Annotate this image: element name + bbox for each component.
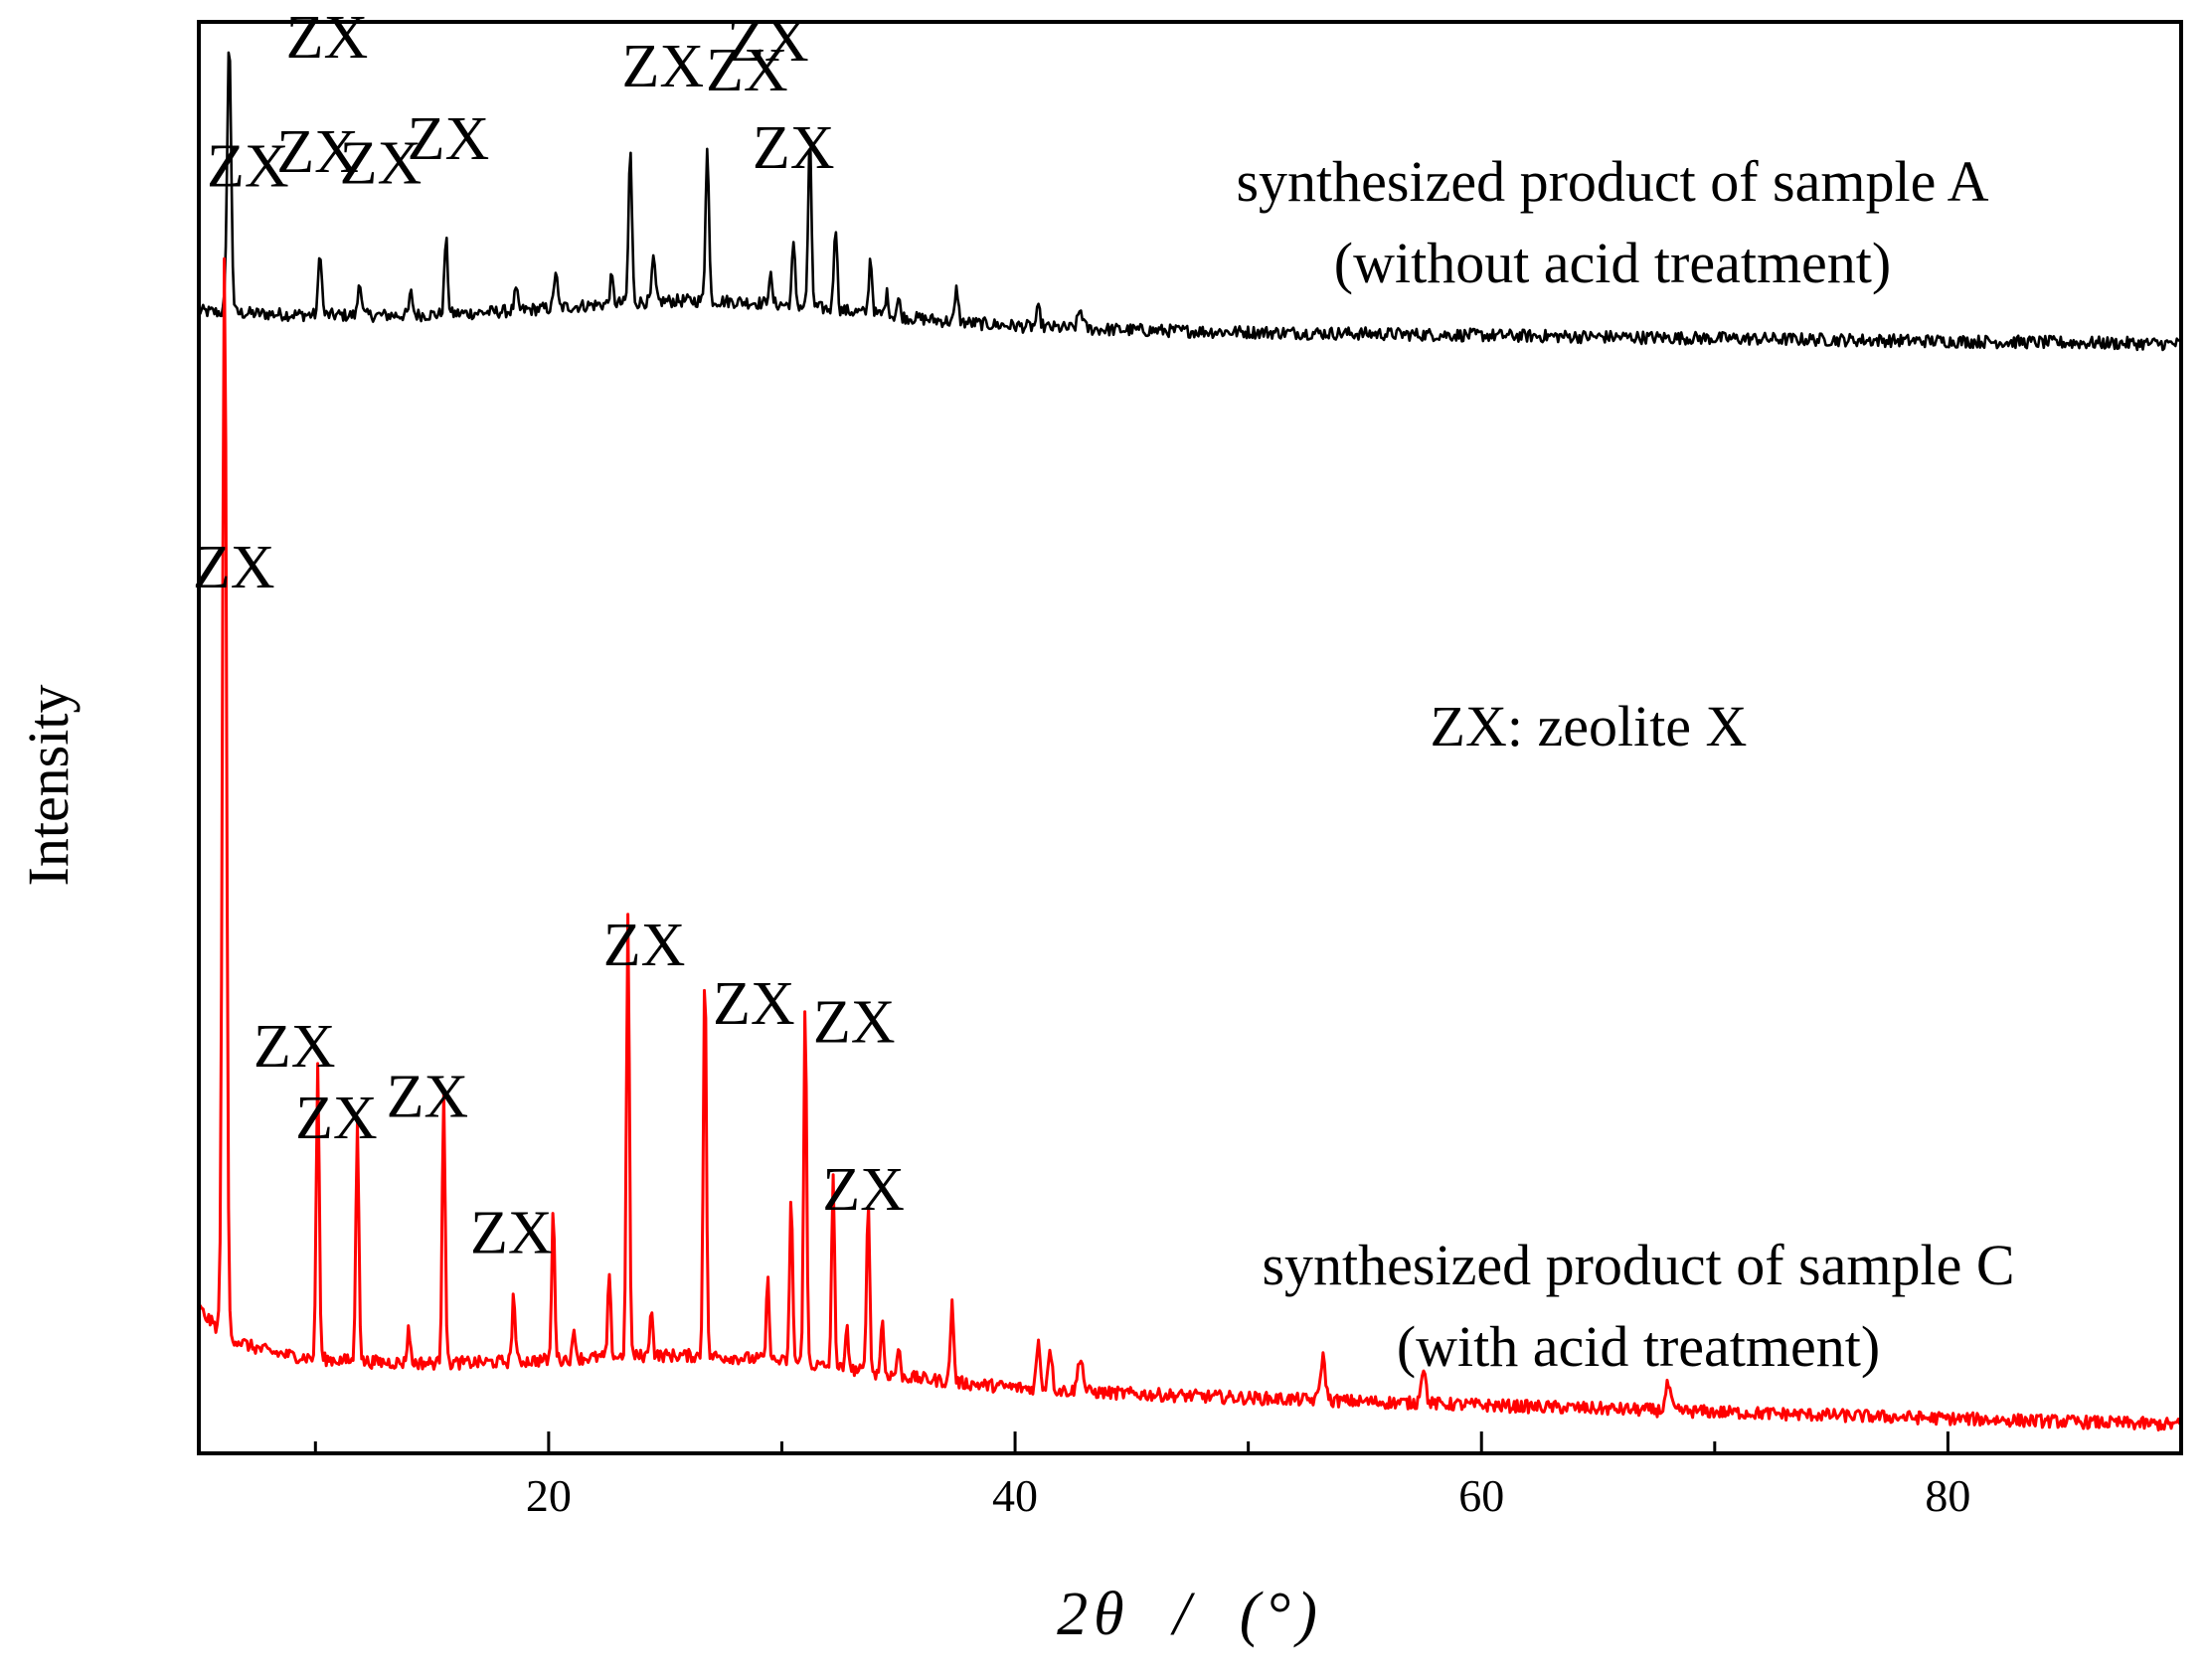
plot-frame <box>197 20 2183 1455</box>
x-tick-label: 60 <box>1458 1470 1504 1521</box>
peak-label-zx: ZX <box>822 1156 905 1224</box>
peak-label-zx: ZX <box>603 912 686 979</box>
series-sample-a-line <box>197 51 2182 352</box>
series-c-label-line2: (with acid treatment) <box>1397 1314 1880 1379</box>
peak-label-zx: ZX <box>193 534 275 601</box>
x-axis-title: 2θ / (°) <box>1057 1581 1323 1648</box>
series-layer <box>197 51 2183 1431</box>
series-a-label-line2: (without acid treatment) <box>1334 231 1891 295</box>
tick-layer: 20 40 60 80 <box>313 1431 1970 1521</box>
x-tick-label: 40 <box>992 1470 1038 1521</box>
peak-label-zx: ZX <box>295 1085 378 1152</box>
peak-label-zx: ZX <box>753 114 835 182</box>
peak-label-zx: ZX <box>340 130 423 198</box>
peak-label-zx: ZX <box>408 105 490 173</box>
peak-label-zx: ZX <box>276 118 359 186</box>
series-sample-c-line <box>197 256 2183 1431</box>
axes-layer <box>197 20 2183 1455</box>
peak-label-zx: ZX <box>470 1199 553 1266</box>
label-layer: synthesized product of sample A (without… <box>1236 149 2014 1379</box>
peak-label-zx: ZX <box>387 1064 469 1131</box>
peak-label-zx: ZX <box>706 37 788 104</box>
peak-label-zx: ZX <box>286 4 369 72</box>
series-a-label-line1: synthesized product of sample A <box>1236 149 1988 214</box>
x-tick-label: 80 <box>1925 1470 1970 1521</box>
peak-label-zx: ZX <box>621 33 704 100</box>
peak-label-zx: ZX <box>207 133 289 201</box>
zeolite-x-note: ZX: zeolite X <box>1431 694 1748 758</box>
peak-label-zx: ZX <box>813 989 896 1057</box>
x-tick-label: 20 <box>526 1470 572 1521</box>
y-axis-title: Intensity <box>16 685 81 887</box>
peak-label-zx: ZX <box>727 7 809 75</box>
series-c-label-line1: synthesized product of sample C <box>1262 1233 2014 1297</box>
peak-label-zx: ZX <box>713 970 795 1038</box>
peak-label-zx: ZX <box>254 1013 336 1081</box>
